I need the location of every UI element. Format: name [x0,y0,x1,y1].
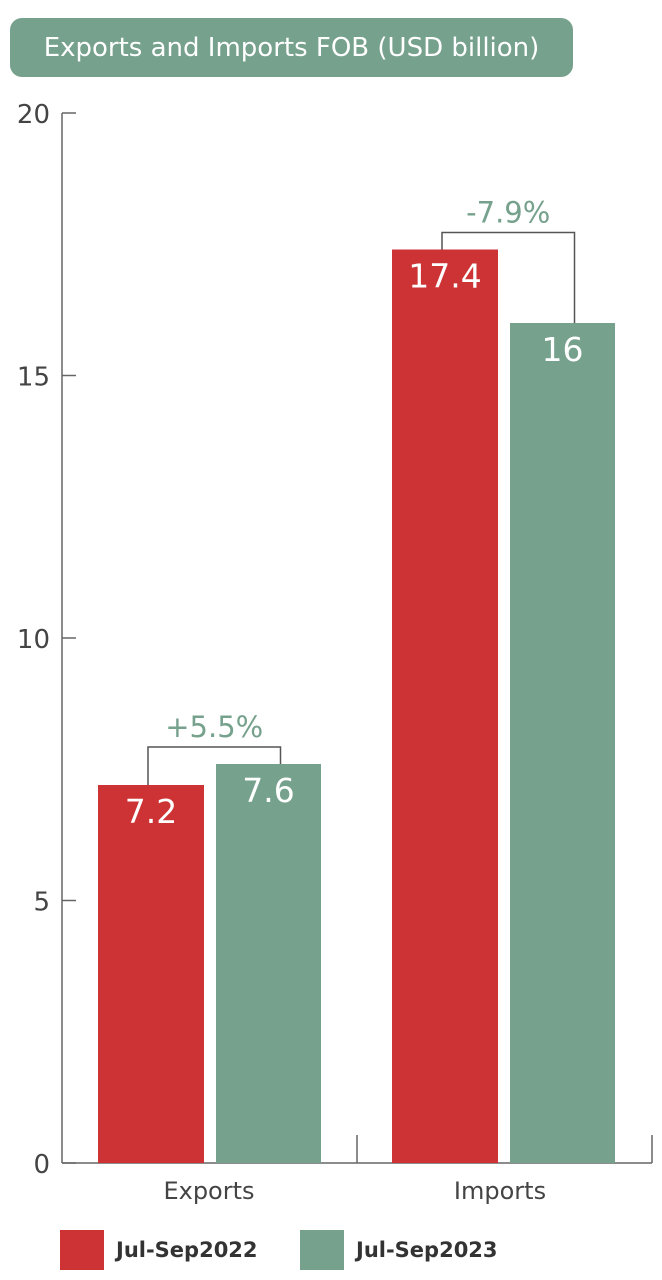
legend-label-2023: Jul-Sep2023 [356,1238,498,1262]
chart-title-banner: Exports and Imports FOB (USD billion) [10,18,573,77]
legend-swatch-2023 [300,1230,344,1270]
bar-exports-2023 [216,764,321,1163]
legend-swatch-2022 [60,1230,104,1270]
bar-imports-2023 [510,323,615,1163]
change-annotation-imports: -7.9% [466,196,550,230]
change-bracket-imports [441,231,576,323]
data-label-exports-2022: 7.2 [125,792,177,831]
legend: Jul-Sep2022 Jul-Sep2023 [0,1230,662,1270]
chart-title: Exports and Imports FOB (USD billion) [43,32,540,63]
change-annotation-exports: +5.5% [165,710,263,744]
y-tick-label-10: 10 [17,625,50,655]
change-bracket-exports [147,746,282,785]
y-tick-label-5: 5 [33,888,50,918]
y-tick-label-20: 20 [17,100,50,130]
data-label-imports-2022: 17.4 [408,257,481,296]
data-label-exports-2023: 7.6 [242,771,294,810]
data-label-imports-2023: 16 [542,330,584,369]
x-tick-label-imports: Imports [454,1177,546,1205]
y-tick-label-0: 0 [33,1150,50,1180]
bar-imports-2022 [392,249,498,1163]
legend-item-2022: Jul-Sep2022 [60,1230,258,1270]
bar-exports-2022 [98,785,204,1163]
legend-item-2023: Jul-Sep2023 [300,1230,498,1270]
legend-label-2022: Jul-Sep2022 [116,1238,258,1262]
y-tick-label-15: 15 [17,363,50,393]
x-tick-label-exports: Exports [163,1177,254,1205]
